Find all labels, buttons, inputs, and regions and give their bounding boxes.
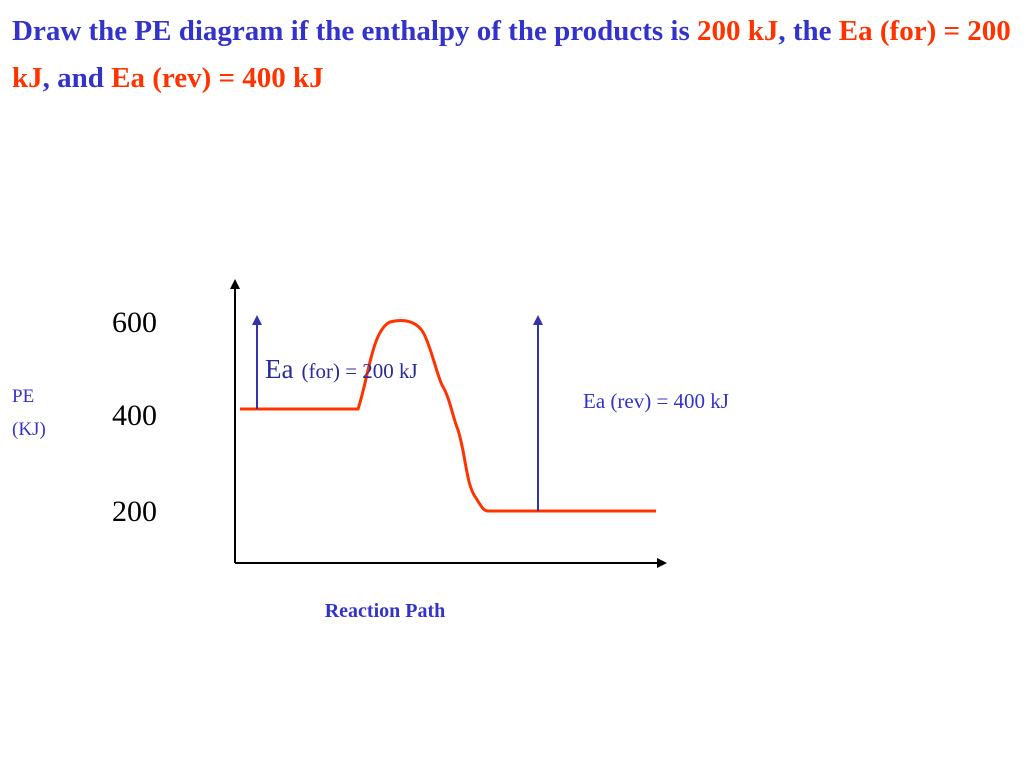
y-label: 200 [112,495,157,528]
y-label: 600 [112,306,157,339]
ea-forward-label: Ea (for) = 200 kJ [265,354,418,384]
title-segment: , and [42,62,112,94]
title-segment: , the [778,15,839,47]
ea-text: (for) = 200 kJ [301,359,417,383]
ea-symbol: Ea [265,354,293,384]
y-axis-label: PE [12,386,34,407]
energy-curve [240,319,656,513]
y-label: 400 [112,399,157,432]
ea-reverse-label: Ea (rev) = 400 kJ [583,389,729,413]
title-segment: Draw the PE diagram if the enthalpy of t… [12,15,697,47]
x-axis-label: Reaction Path [325,600,446,622]
title-segment: Ea (for) = 200 kJ [12,15,1011,94]
title-segment: Ea (rev) = 400 kJ [111,62,324,94]
y-axis-label: (KJ) [12,419,46,440]
title: Draw the PE diagram if the enthalpy of t… [12,8,1022,102]
title-segment: 200 kJ [696,15,779,47]
